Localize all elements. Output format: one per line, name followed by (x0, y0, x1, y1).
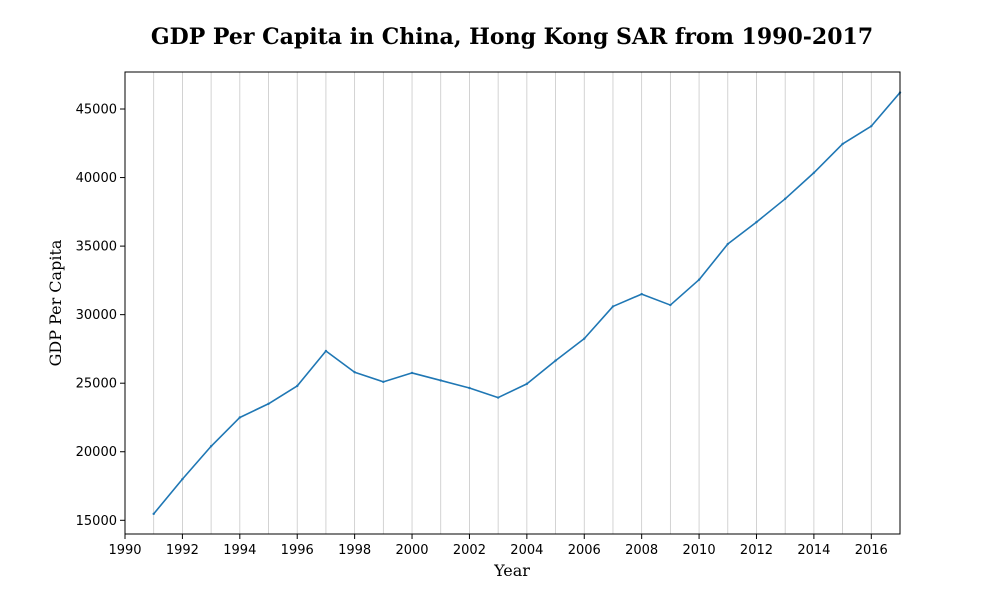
y-tick-label: 40000 (76, 171, 117, 186)
data-point (812, 171, 816, 174)
data-point (439, 379, 442, 382)
data-point (209, 445, 213, 448)
x-tick-label: 2002 (453, 543, 486, 558)
y-tick-label: 35000 (76, 240, 117, 255)
grid-lines (153, 72, 872, 534)
data-point (554, 359, 557, 362)
y-tick-label: 15000 (76, 514, 117, 529)
data-point (410, 371, 414, 375)
y-axis-label: GDP Per Capita (46, 239, 65, 366)
data-point (726, 242, 729, 246)
data-point (152, 512, 155, 516)
x-tick-label: 1994 (223, 543, 256, 558)
data-point (296, 384, 299, 388)
data-point (697, 278, 701, 281)
data-point (468, 386, 471, 390)
x-tick-label: 1992 (166, 543, 199, 558)
plot-frame (124, 71, 901, 535)
data-point (496, 396, 500, 399)
data-point (583, 337, 586, 340)
y-tick-label: 45000 (76, 103, 117, 118)
data-point (382, 380, 385, 384)
data-point (525, 382, 529, 386)
x-axis-label: Year (493, 561, 530, 580)
x-tick-label: 2012 (740, 543, 773, 558)
data-point (238, 416, 242, 419)
data-point (783, 197, 787, 201)
x-tick-label: 2014 (797, 543, 830, 558)
x-tick-label: 2006 (568, 543, 601, 558)
data-point (324, 349, 328, 353)
series-layer (152, 91, 902, 516)
y-axis-ticks: 15000 20000 25000 30000 35000 40000 45000 (76, 103, 125, 529)
x-tick-label: 1998 (338, 543, 371, 558)
x-tick-label: 1990 (108, 543, 141, 558)
x-axis-ticks: 1990 1992 1994 1996 1998 2000 2002 2004 2006 2008… (108, 534, 888, 558)
x-tick-label: 1996 (281, 543, 314, 558)
data-point (841, 142, 844, 146)
x-tick-label: 2000 (395, 543, 428, 558)
data-point (267, 402, 270, 405)
x-tick-label: 2008 (625, 543, 658, 558)
y-tick-label: 25000 (76, 377, 117, 392)
data-point (181, 477, 184, 481)
data-point (611, 305, 615, 308)
x-tick-label: 2010 (683, 543, 716, 558)
y-tick-label: 20000 (76, 445, 117, 460)
data-point (640, 292, 643, 296)
data-point (870, 124, 873, 128)
chart-title: GDP Per Capita in China, Hong Kong SAR f… (151, 24, 873, 50)
y-tick-label: 30000 (76, 308, 117, 323)
data-point (755, 220, 758, 224)
x-tick-label: 2016 (855, 543, 888, 558)
x-tick-label: 2004 (510, 543, 543, 558)
data-point (669, 303, 672, 307)
data-point (353, 371, 356, 374)
